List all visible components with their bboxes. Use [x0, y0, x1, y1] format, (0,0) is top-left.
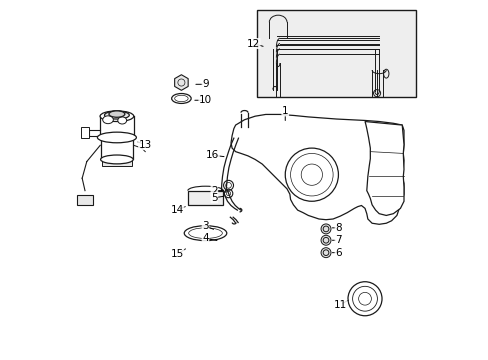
Text: 14: 14 [170, 205, 183, 215]
Polygon shape [102, 159, 132, 166]
Ellipse shape [118, 117, 126, 124]
Ellipse shape [102, 116, 113, 123]
Ellipse shape [184, 226, 226, 240]
Text: 5: 5 [211, 193, 217, 203]
Text: 9: 9 [202, 79, 208, 89]
Ellipse shape [109, 111, 124, 117]
Ellipse shape [100, 111, 133, 122]
Text: 3: 3 [202, 221, 208, 231]
Text: 8: 8 [334, 223, 341, 233]
Text: 10: 10 [199, 95, 212, 105]
Text: 11: 11 [333, 300, 346, 310]
Ellipse shape [104, 111, 129, 119]
Circle shape [321, 235, 330, 245]
Circle shape [321, 248, 330, 258]
Circle shape [321, 224, 330, 234]
Polygon shape [77, 195, 93, 205]
Text: 16: 16 [205, 150, 219, 160]
Ellipse shape [171, 94, 191, 103]
Text: 13: 13 [138, 140, 152, 149]
Text: 15: 15 [170, 249, 183, 260]
Text: 2: 2 [211, 186, 217, 195]
Ellipse shape [97, 132, 136, 143]
Text: 7: 7 [334, 235, 341, 245]
Ellipse shape [101, 155, 133, 164]
Text: 12: 12 [246, 39, 260, 49]
Polygon shape [187, 191, 223, 205]
Circle shape [285, 148, 338, 201]
Bar [256, 10, 416, 97]
Text: 4: 4 [202, 234, 208, 243]
Polygon shape [174, 75, 188, 90]
Text: 1: 1 [282, 106, 288, 116]
Circle shape [347, 282, 381, 316]
Text: 6: 6 [334, 248, 341, 258]
Polygon shape [364, 122, 403, 215]
Polygon shape [81, 127, 88, 138]
Polygon shape [230, 114, 403, 224]
